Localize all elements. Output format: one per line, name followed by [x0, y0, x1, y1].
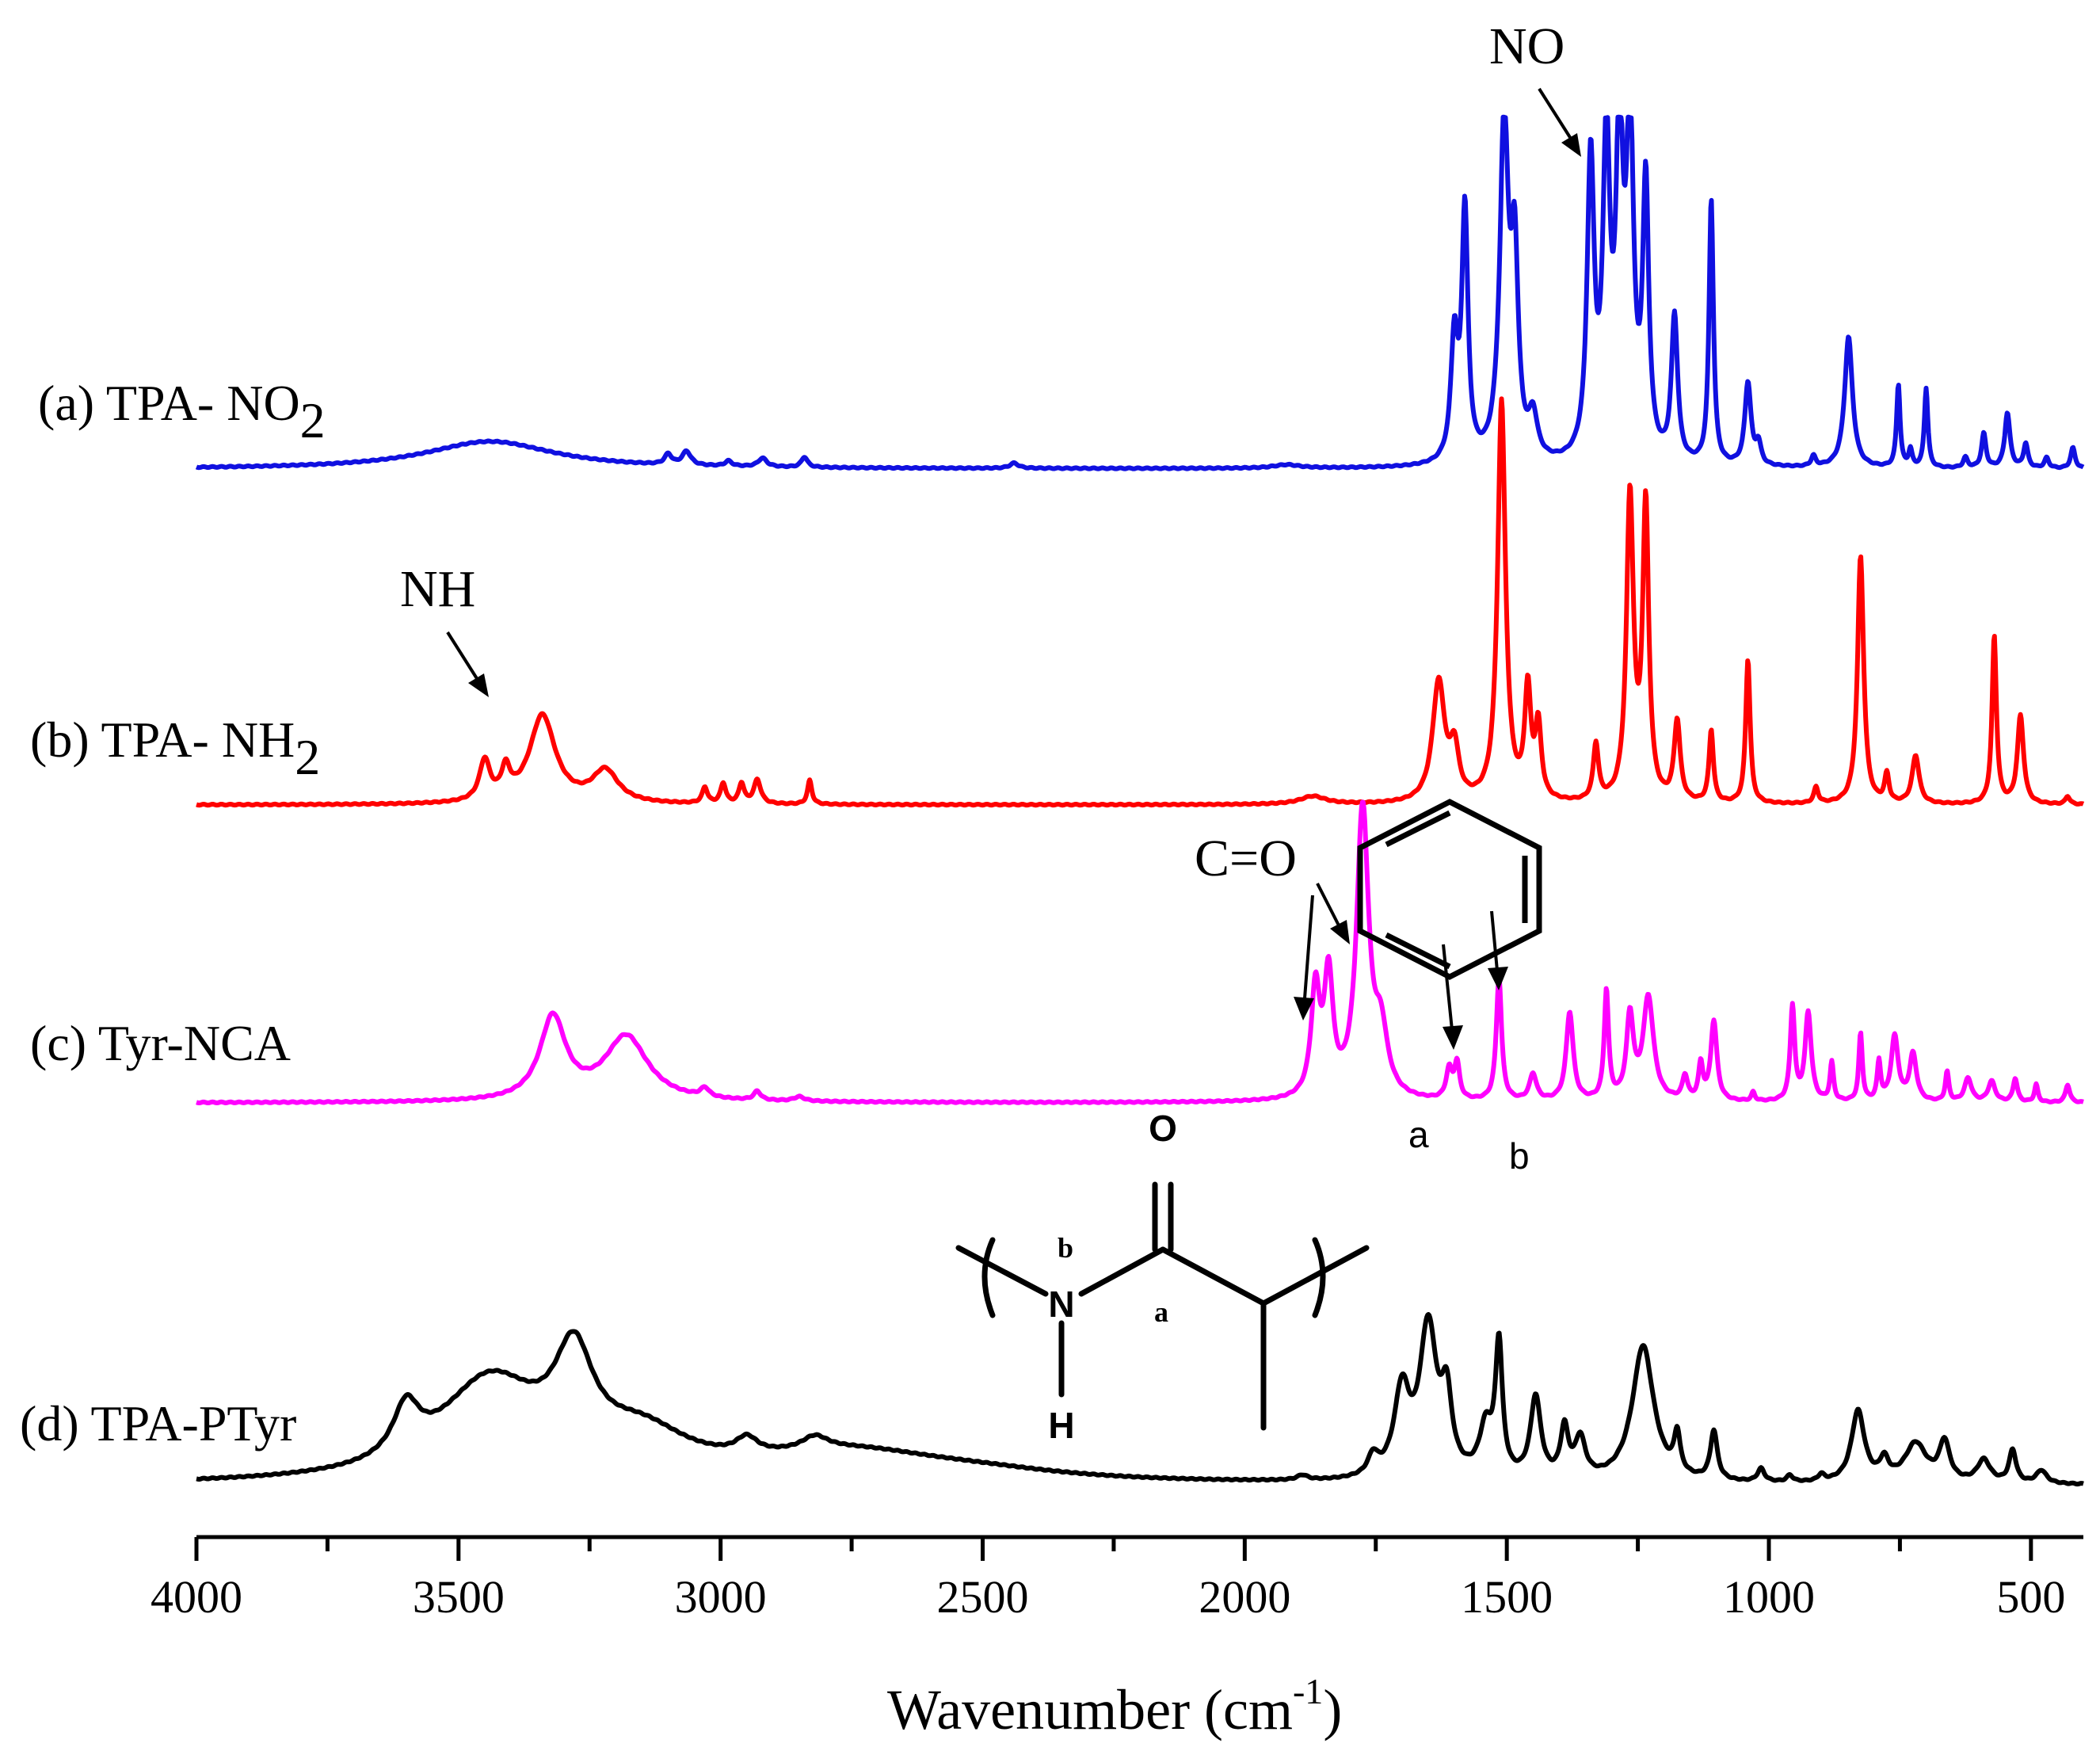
x-tick-label: 3000	[675, 1571, 767, 1623]
x-axis-ticks	[194, 1537, 2033, 1561]
atom-n: N	[1048, 1284, 1074, 1325]
annotation-nh: NH	[400, 560, 475, 618]
x-tick-label: 1000	[1723, 1571, 1815, 1623]
bond-label-a: a	[1154, 1296, 1168, 1328]
x-tick-label: 1500	[1461, 1571, 1553, 1623]
series-label-d: (d) TPA-PTyr	[20, 1395, 296, 1452]
series-line-2	[195, 396, 2085, 808]
series-label-a: (a) TPA- NO2	[38, 375, 326, 448]
series-line-4	[195, 1312, 2085, 1487]
benzene-ring-structure	[1357, 799, 1542, 980]
atom-h: H	[1048, 1405, 1074, 1446]
x-tick-label: 4000	[151, 1571, 242, 1623]
series-line-1	[195, 114, 2085, 471]
peak-label-b: b	[1509, 1135, 1530, 1177]
series-label-c: (c) Tyr-NCA	[30, 1015, 291, 1071]
annotation-co: C=O	[1195, 830, 1297, 887]
series-label-b: (b) TPA- NH2	[30, 711, 320, 785]
bond-label-b: b	[1058, 1232, 1073, 1264]
x-tick-label: 2000	[1199, 1571, 1290, 1623]
x-axis-label: Wavenumber (cm-1)	[887, 1671, 1342, 1741]
series-line-3	[195, 799, 2085, 1105]
peak-label-a: a	[1408, 1114, 1429, 1155]
arrow-benzene	[1442, 910, 1508, 1050]
arrow-no	[1538, 87, 1581, 157]
x-axis-tick-labels: 4000 3500 3000 2500 2000 1500 1000 500	[151, 1571, 2065, 1623]
x-tick-label: 500	[1996, 1571, 2065, 1623]
series-layer	[195, 114, 2085, 1487]
x-tick-label: 2500	[937, 1571, 1029, 1623]
polymer-structure: O N H a b	[955, 1108, 1370, 1446]
arrow-nh	[446, 631, 489, 697]
x-tick-label: 3500	[413, 1571, 505, 1623]
annotation-no: NO	[1489, 17, 1565, 75]
arrow-co	[1294, 883, 1350, 1020]
atom-o: O	[1149, 1108, 1177, 1149]
